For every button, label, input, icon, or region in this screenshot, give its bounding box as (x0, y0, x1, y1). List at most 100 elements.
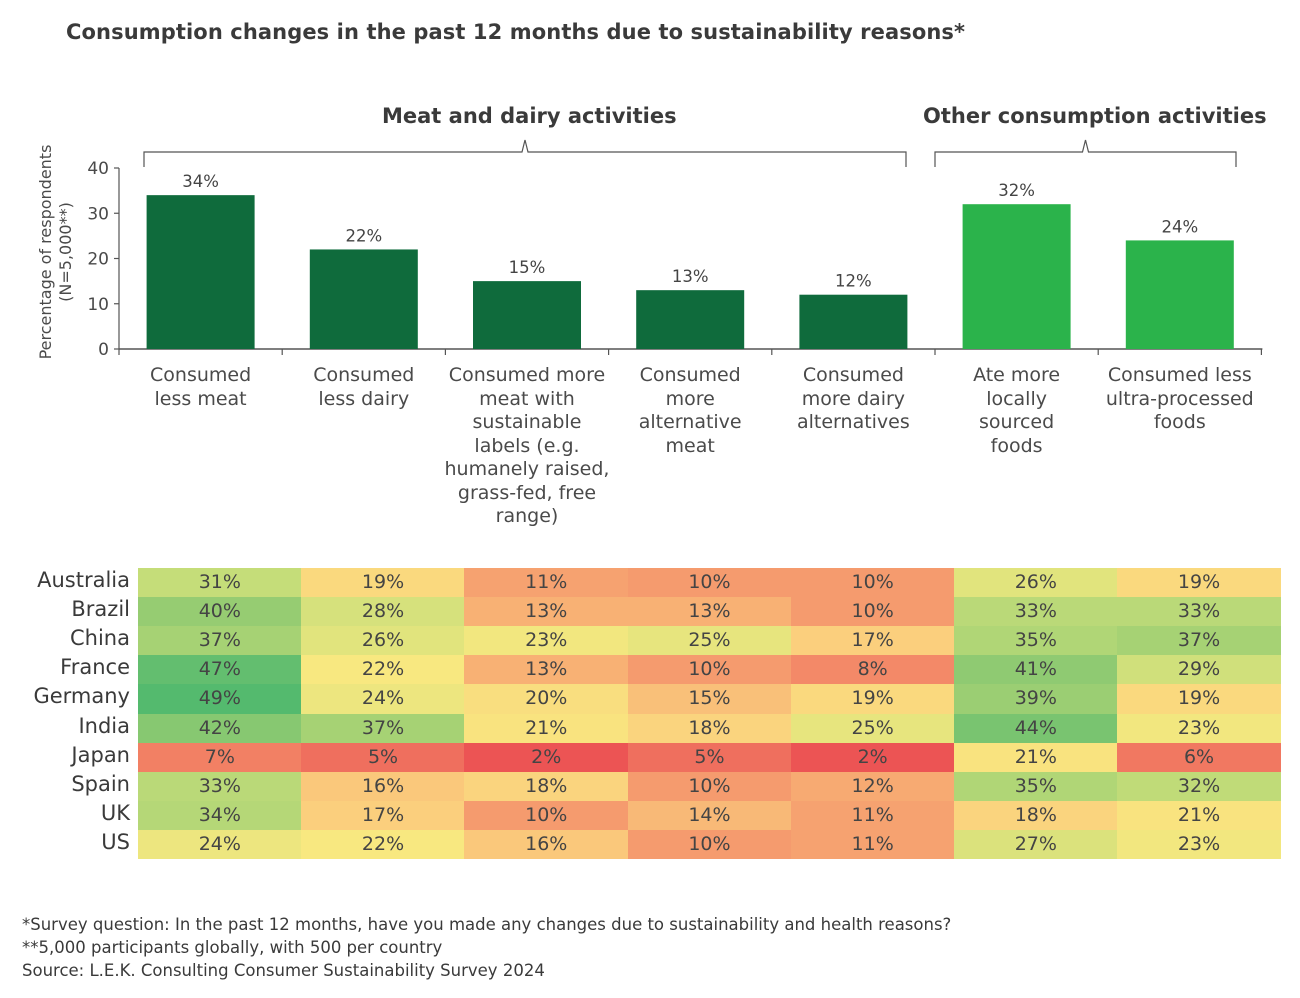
category-label: Consumed less meat (116, 364, 286, 411)
bar (146, 195, 255, 349)
heatmap-cell: 34% (138, 800, 302, 831)
heatmap-cell: 33% (954, 597, 1118, 627)
heatmap-cell: 32% (1117, 771, 1281, 802)
heatmap-cell: 13% (464, 597, 629, 627)
heatmap-cell: 19% (1117, 568, 1281, 598)
category-label-line: Ate more (973, 364, 1061, 386)
heatmap-cell: 5% (301, 742, 465, 773)
category-label-line: Consumed more (448, 364, 606, 386)
footnote-participants: **5,000 participants globally, with 500 … (22, 938, 443, 957)
heatmap-cell: 25% (627, 626, 792, 656)
heatmap-cell: 33% (138, 771, 302, 802)
heatmap-cell: 26% (301, 626, 465, 656)
heatmap-cell: 24% (301, 684, 465, 714)
heatmap-cell: 17% (790, 626, 955, 656)
bar-value-label: 12% (835, 272, 872, 291)
y-tick-label: 20 (87, 250, 109, 270)
heatmap-cell: 40% (138, 597, 302, 627)
country-label: France (60, 655, 130, 680)
category-label-line: alternative (638, 411, 742, 433)
category-label-line: ultra-processed (1105, 387, 1254, 410)
y-tick-label: 10 (87, 295, 109, 315)
group-label-other: Other consumption activities (923, 104, 1267, 128)
heatmap-cell: 25% (790, 713, 955, 744)
bar (309, 249, 418, 349)
bar (962, 204, 1071, 349)
category-label: Ate more locally sourced foods (932, 364, 1102, 458)
heatmap-cell: 18% (464, 771, 629, 802)
country-label: China (70, 626, 130, 651)
heatmap-cell: 23% (464, 626, 629, 656)
category-label-line: more dairy (801, 387, 906, 410)
country-label: Germany (33, 684, 130, 709)
bar (636, 290, 745, 349)
category-label-line: alternatives (796, 411, 910, 433)
bar-value-label: 24% (1161, 217, 1198, 236)
country-label: Brazil (71, 597, 130, 622)
heatmap-cell: 16% (301, 771, 465, 802)
heatmap-cell: 14% (627, 800, 792, 831)
heatmap-cell: 18% (954, 800, 1118, 831)
heatmap-cell: 35% (954, 771, 1118, 802)
heatmap-cell: 12% (790, 771, 955, 802)
heatmap-cell: 10% (627, 568, 792, 598)
category-label-line: foods (1153, 411, 1206, 433)
heatmap-cell: 33% (1117, 597, 1281, 627)
heatmap-cell: 10% (790, 597, 955, 627)
heatmap-cell: 19% (301, 568, 465, 598)
heatmap-cell: 41% (954, 655, 1118, 685)
category-label-line: less meat (154, 387, 247, 410)
category-label-line: Consumed (313, 364, 415, 386)
country-label: US (101, 829, 130, 854)
bar-value-label: 32% (998, 181, 1035, 200)
heatmap-cell: 26% (954, 568, 1118, 598)
category-label: Consumed less ultra-processed foods (1095, 364, 1265, 435)
category-label-line: humanely raised, (444, 458, 610, 480)
heatmap-cell: 39% (954, 684, 1118, 714)
heatmap-cell: 7% (138, 742, 302, 773)
heatmap-cell: 11% (790, 800, 955, 831)
bar-value-label: 34% (182, 172, 219, 191)
group-label-meat-dairy: Meat and dairy activities (382, 104, 677, 128)
heatmap-cell: 15% (627, 684, 792, 714)
heatmap-cell: 49% (138, 684, 302, 714)
category-label-line: Consumed less (1107, 364, 1252, 386)
y-tick-label: 40 (87, 159, 109, 179)
heatmap-cell: 22% (301, 655, 465, 685)
bar-value-label: 22% (345, 226, 382, 245)
category-label-line: labels (e.g. (474, 434, 580, 457)
heatmap-cell: 11% (464, 568, 629, 598)
heatmap-cell: 2% (790, 742, 955, 773)
category-label-line: grass-fed, free (457, 481, 597, 504)
heatmap-cell: 28% (301, 597, 465, 627)
footnote-source: Source: L.E.K. Consulting Consumer Susta… (22, 961, 545, 980)
category-label-line: Consumed (802, 364, 904, 386)
heatmap-cell: 21% (954, 742, 1118, 773)
category-label: Consumed more dairy alternatives (768, 364, 938, 435)
footnote-survey: *Survey question: In the past 12 months,… (22, 915, 952, 934)
heatmap-cell: 13% (464, 655, 629, 685)
category-label-line: meat (665, 434, 715, 457)
category-label: Consumed more meat with sustainable labels … (442, 364, 612, 529)
country-label: Australia (37, 568, 130, 592)
heatmap-cell: 24% (138, 829, 302, 860)
category-label-line: range) (495, 505, 559, 527)
category-label-line: Consumed (150, 364, 252, 386)
heatmap-cell: 18% (627, 713, 792, 744)
heatmap-cell: 10% (627, 829, 792, 860)
bar-value-label: 13% (672, 267, 709, 286)
heatmap-cell: 47% (138, 655, 302, 685)
country-label: India (78, 713, 130, 738)
bar (1125, 240, 1234, 349)
country-label: UK (100, 800, 130, 825)
heatmap-cell: 42% (138, 713, 302, 744)
heatmap-cell: 27% (954, 829, 1118, 860)
heatmap-cell: 31% (138, 568, 302, 598)
heatmap-cell: 21% (1117, 800, 1281, 831)
heatmap-cell: 10% (464, 800, 629, 831)
heatmap-cell: 16% (464, 829, 629, 860)
heatmap-cell: 37% (301, 713, 465, 744)
heatmap-cell: 37% (1117, 626, 1281, 656)
heatmap-cell: 17% (301, 800, 465, 831)
bar (799, 294, 908, 349)
